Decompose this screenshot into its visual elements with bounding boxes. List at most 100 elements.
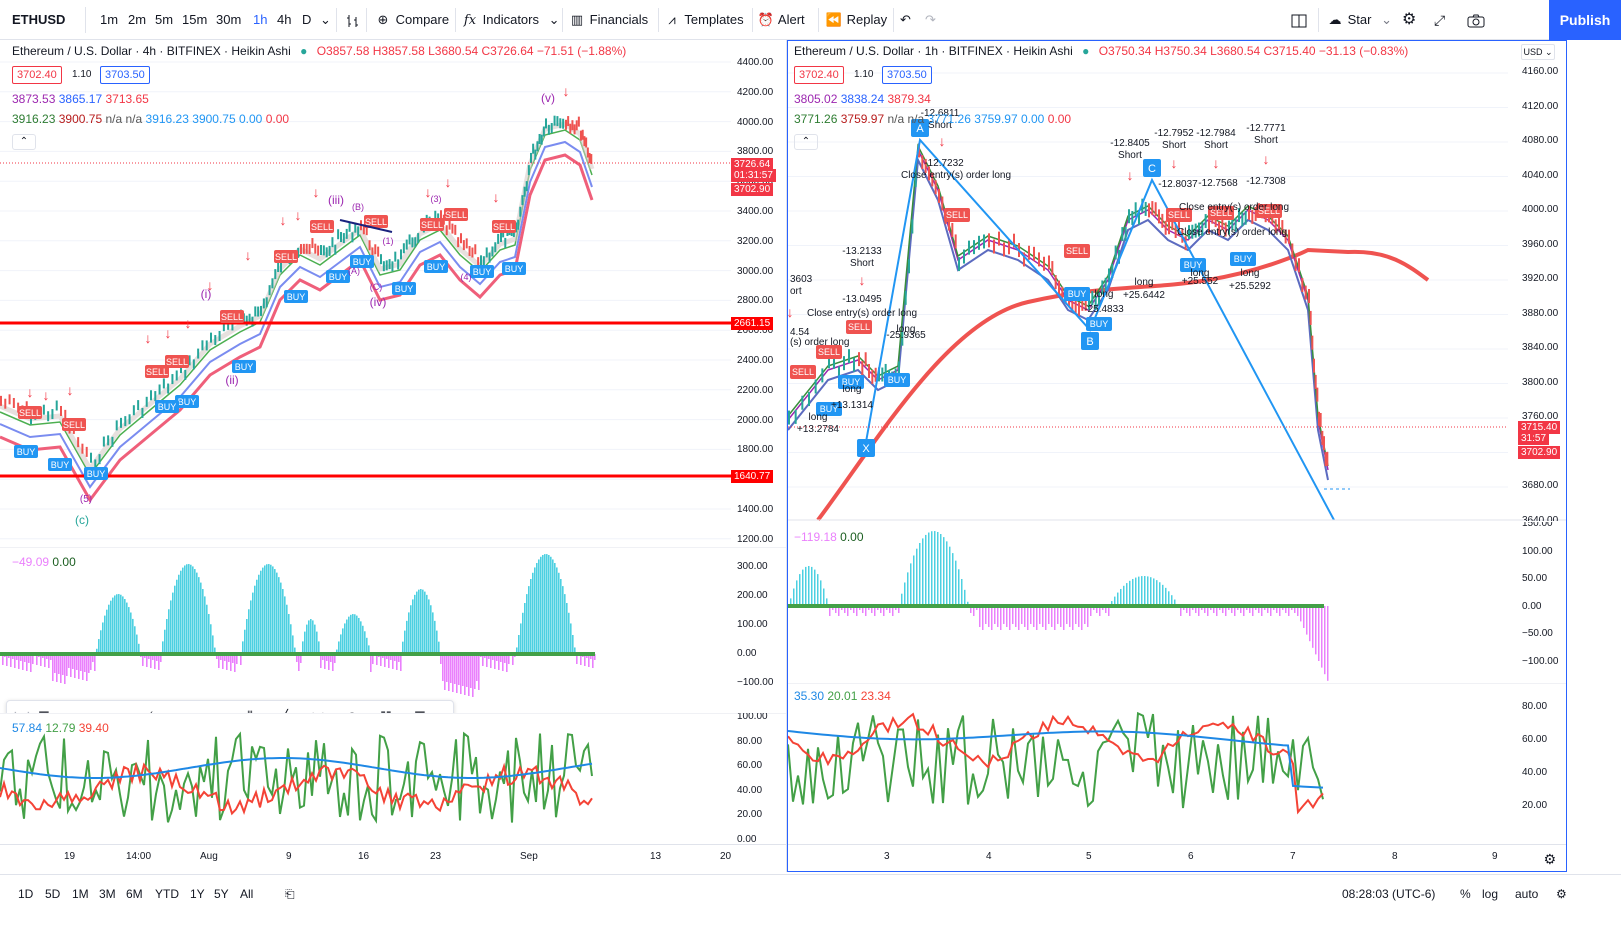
macd-bar-negative — [504, 654, 506, 663]
undo-icon[interactable]: ↶ — [900, 12, 911, 27]
candle — [457, 237, 460, 248]
candle — [85, 446, 88, 457]
macd-bar-negative — [494, 654, 496, 669]
right-main-pane[interactable]: A B C X SELL SELL SELL SELL SELL SELL SELL SELL BUY B… — [788, 40, 1566, 521]
right-macd-pane[interactable]: −119.18 0.00 150.00 100.00 50.00 0.00 −50.00… — [788, 522, 1566, 682]
macd-bar-negative — [1243, 606, 1245, 616]
range-1y[interactable]: 1Y — [190, 887, 205, 901]
symbol-search[interactable]: ETHUSD — [6, 7, 86, 33]
left-hline2-label: 1640.77 — [731, 470, 774, 483]
collapse-legend-chevron-up-icon[interactable]: ⌃ — [794, 134, 818, 150]
scale-settings-gear-icon[interactable]: ⚙ — [1556, 887, 1567, 901]
order-annotation: -12.7308 — [1246, 176, 1286, 187]
left-main-pane[interactable]: BUY BUY BUY SELL SELL SELL SELL BUY BUY SELL BUY BU… — [0, 40, 786, 546]
candle — [158, 384, 161, 395]
left-stoch-pane[interactable]: 57.84 12.79 39.40 100.00 80.00 60.00 40.00 2… — [0, 713, 786, 844]
percent-scale-toggle[interactable]: % — [1460, 887, 1471, 901]
fullscreen-icon[interactable]: ⤢ — [1434, 12, 1446, 28]
interval-d[interactable]: D — [302, 12, 312, 27]
candle — [525, 181, 528, 192]
bar-style-icon[interactable] — [344, 7, 362, 33]
candle — [1174, 223, 1177, 238]
interval-4h[interactable]: 4h — [277, 12, 292, 27]
range-3m[interactable]: 3M — [99, 887, 116, 901]
range-5d[interactable]: 5D — [45, 887, 61, 901]
candle — [848, 349, 850, 364]
right-bid-box[interactable]: 3702.40 — [794, 66, 844, 84]
candle — [588, 152, 591, 163]
range-all[interactable]: All — [240, 887, 254, 901]
candle — [527, 165, 530, 176]
macd-bar-positive — [964, 589, 966, 606]
left-time-axis[interactable]: 19 14:00 Aug 9 16 23 Sep 13 20 — [0, 844, 786, 872]
currency-selector[interactable]: USD ⌄ — [1521, 44, 1555, 60]
macd-bar-positive — [1174, 599, 1176, 606]
interval-1m[interactable]: 1m — [100, 12, 119, 27]
left-bid-box[interactable]: 3702.40 — [12, 66, 62, 84]
macd-bar-negative — [588, 654, 590, 667]
candle — [480, 255, 482, 266]
macd-bar-positive — [250, 600, 252, 654]
interval-2m[interactable]: 2m — [128, 12, 147, 27]
left-price-axis[interactable]: 4400.004200.004000.003800.003600.003400.… — [731, 40, 786, 546]
candle — [808, 392, 810, 407]
range-1d[interactable]: 1D — [18, 887, 34, 901]
macd-bar-negative — [154, 654, 156, 669]
buy-tag — [1064, 287, 1090, 301]
right-stoch-pane[interactable]: 35.30 20.01 23.34 80.00 60.00 40.00 20.00 — [788, 683, 1566, 843]
buy-tag — [502, 262, 526, 275]
interval-dropdown-chevron-icon[interactable]: ⌄ — [320, 12, 331, 27]
macd-bar-negative — [1249, 606, 1251, 613]
log-scale-toggle[interactable]: log — [1482, 887, 1499, 901]
macd-bar-positive — [1120, 588, 1122, 606]
macd-bar-positive — [554, 563, 556, 654]
financials-button[interactable]: ▥ Financials — [568, 7, 648, 33]
right-time-tick: 8 — [1392, 851, 1398, 862]
macd-bar-positive — [190, 564, 192, 654]
publish-button[interactable]: Publish — [1549, 0, 1621, 40]
range-5y[interactable]: 5Y — [214, 887, 229, 901]
camera-icon[interactable] — [1466, 7, 1486, 33]
auto-scale-toggle[interactable]: auto — [1515, 887, 1539, 901]
compare-button[interactable]: ⊕ Compare — [374, 7, 450, 33]
right-time-axis[interactable]: 3 4 5 6 7 8 9 ⚙ — [788, 844, 1566, 872]
right-chart-title: Ethereum / U.S. Dollar · 1h · BITFINEX ·… — [794, 44, 1409, 58]
interval-30m[interactable]: 30m — [216, 12, 242, 27]
macd-bar-negative — [1069, 606, 1071, 627]
wave-label-b: (B) — [352, 202, 364, 212]
macd-bar-positive — [1153, 578, 1155, 606]
layout-icon[interactable] — [1290, 7, 1308, 33]
order-annotation: -13.0495 — [842, 294, 882, 305]
order-annotation: 3603 — [790, 274, 813, 285]
macd-bar-negative — [328, 654, 330, 670]
replay-button[interactable]: ⏪ Replay — [825, 7, 887, 33]
range-1m[interactable]: 1M — [72, 887, 89, 901]
interval-15m[interactable]: 15m — [182, 12, 208, 27]
indicators-button[interactable]: fx Indicators ⌄ — [461, 7, 560, 33]
macd-bar-positive — [174, 585, 176, 654]
order-annotation: ort — [790, 286, 802, 297]
right-stoch-legend: 35.30 20.01 23.34 — [794, 689, 891, 703]
pattern-point-label: B — [1086, 336, 1093, 348]
right-stoch-axis-tick: 20.00 — [1522, 800, 1548, 811]
macd-bar-positive — [958, 569, 960, 606]
templates-button[interactable]: ⩘ Templates — [663, 7, 743, 33]
left-ask-box[interactable]: 3703.50 — [100, 66, 150, 84]
clock-timezone[interactable]: 08:28:03 (UTC-6) — [1342, 887, 1436, 901]
range-ytd[interactable]: YTD — [155, 887, 179, 901]
scale-settings-gear-icon[interactable]: ⚙ — [1543, 851, 1556, 867]
alert-button[interactable]: ⏰ Alert — [757, 7, 805, 33]
range-6m[interactable]: 6M — [126, 887, 143, 901]
candle — [460, 233, 462, 244]
right-ask-box[interactable]: 3703.50 — [882, 66, 932, 84]
collapse-legend-chevron-up-icon[interactable]: ⌃ — [12, 134, 36, 150]
left-macd-pane[interactable]: −49.09 0.00 300.00 200.00 100.00 0.00 −100.0… — [0, 547, 786, 712]
candle — [348, 221, 351, 232]
macd-bar-positive — [901, 593, 903, 606]
interval-5m[interactable]: 5m — [155, 12, 174, 27]
settings-gear-icon[interactable]: ⚙ — [1402, 11, 1417, 28]
star-layout-button[interactable]: ☁ Star ⌄ — [1326, 7, 1393, 33]
redo-icon[interactable]: ↷ — [925, 12, 936, 27]
go-to-date-icon[interactable]: ⎗ — [285, 887, 295, 901]
interval-1h[interactable]: 1h — [253, 12, 268, 27]
